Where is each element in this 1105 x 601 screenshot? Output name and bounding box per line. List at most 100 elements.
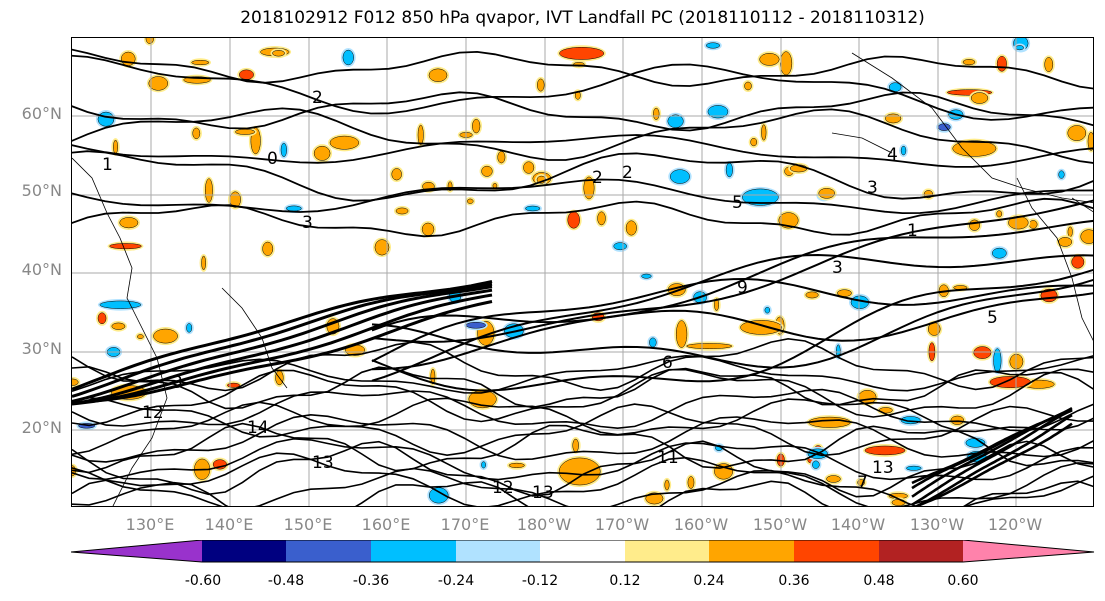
qvapor-blob — [667, 114, 684, 128]
qvapor-blob — [191, 60, 210, 66]
ivt-contour — [72, 368, 1093, 427]
qvapor-blob — [706, 42, 720, 49]
qvapor-blob — [466, 198, 474, 204]
coastline — [72, 157, 168, 506]
lon-label-160e: 160°E — [361, 515, 411, 534]
qvapor-blob — [1087, 132, 1093, 151]
qvapor-blob — [1067, 125, 1087, 141]
qvapor-blob — [465, 321, 486, 329]
colorbar-tick-label: -0.12 — [521, 573, 559, 589]
qvapor-blob — [137, 334, 144, 339]
ivt-contour — [914, 413, 1073, 506]
qvapor-blob — [645, 492, 664, 505]
qvapor-blob — [428, 487, 449, 504]
lon-label-140e: 140°E — [204, 515, 254, 534]
qvapor-blob — [417, 124, 424, 146]
lat-label-40n: 40°N — [21, 260, 62, 279]
qvapor-blob — [778, 212, 799, 229]
qvapor-blob — [119, 217, 139, 229]
qvapor-blob — [97, 312, 107, 325]
qvapor-blob — [744, 81, 752, 91]
contour-label: 12 — [492, 478, 514, 498]
qvapor-blob — [153, 328, 178, 344]
colorbar-swatch — [202, 540, 286, 562]
contour-label: 3 — [867, 178, 878, 198]
qvapor-blob — [613, 242, 627, 251]
qvapor-blob — [740, 320, 783, 335]
contour-label: 2 — [592, 168, 603, 188]
colorbar-tick-label: -0.36 — [352, 573, 390, 589]
qvapor-blob — [818, 188, 835, 199]
qvapor-blob — [97, 111, 115, 127]
qvapor-blob — [812, 460, 820, 469]
contour-label: 5 — [987, 308, 998, 328]
qvapor-blob — [885, 113, 902, 124]
lon-label-150e: 150°E — [283, 515, 333, 534]
contour-label: 4 — [887, 145, 898, 165]
contour-label: 3 — [302, 213, 313, 233]
contour-label: 6 — [662, 353, 673, 373]
qvapor-blob — [1067, 226, 1073, 238]
contour-label: 13 — [532, 483, 554, 503]
qvapor-blob — [558, 457, 601, 486]
contour-label: 14 — [247, 418, 269, 438]
map-title: 2018102912 F012 850 hPa qvapor, IVT Land… — [240, 8, 925, 28]
qvapor-blob — [572, 438, 579, 453]
ivt-contour — [72, 150, 1093, 202]
ivt-contour — [72, 54, 1093, 121]
ivt-contour — [72, 422, 1093, 474]
colorbar-outline — [71, 540, 1095, 563]
coastline-layer — [72, 52, 1093, 506]
qvapor-blob — [891, 499, 906, 506]
qvapor-blob — [625, 220, 637, 236]
qvapor-blob — [428, 68, 448, 82]
qvapor-blob — [992, 247, 1007, 259]
lon-label-150w: 150°W — [752, 515, 808, 534]
contour-label: 7 — [857, 473, 868, 493]
qvapor-blob — [714, 298, 719, 311]
qvapor-blob — [148, 76, 168, 91]
qvapor-blob — [780, 51, 793, 76]
qvapor-blob — [472, 118, 481, 134]
qvapor-blob — [970, 92, 989, 104]
ivt-contour — [72, 197, 1093, 238]
lon-label-130w: 130°W — [909, 515, 965, 534]
qvapor-blob — [725, 162, 733, 178]
ivt-contour — [371, 253, 1093, 382]
ivt-contour — [371, 292, 1093, 342]
colorbar-tick-label: 0.36 — [778, 573, 810, 589]
qvapor-blob — [996, 210, 1003, 218]
ivt-contour — [72, 440, 1093, 498]
colorbar-swatch — [286, 540, 371, 562]
qvapor-blob — [653, 107, 660, 120]
qvapor-blob — [280, 142, 287, 157]
qvapor-blob — [430, 368, 436, 385]
qvapor-blob — [395, 207, 409, 215]
colorbar-swatch — [540, 540, 625, 562]
lat-label-50n: 50°N — [21, 181, 62, 200]
qvapor-blob — [111, 322, 126, 330]
contour-label: 13 — [312, 453, 334, 473]
contour-label: 0 — [267, 149, 278, 169]
ivt-contour-layer — [72, 48, 1093, 506]
qvapor-blob — [537, 78, 545, 92]
qvapor-blob — [508, 462, 525, 468]
qvapor-blob — [227, 382, 240, 388]
contour-label: 9 — [737, 278, 748, 298]
colorbar-tick-label: -0.60 — [184, 573, 222, 589]
ivt-contour — [72, 413, 1093, 463]
colorbar-swatch — [709, 540, 794, 562]
contour-label: 12 — [142, 403, 164, 423]
qvapor-blob — [186, 323, 193, 333]
ivt-contour — [72, 354, 1093, 394]
qvapor-blob — [285, 205, 302, 212]
ivt-contour — [72, 280, 493, 391]
colorbar-tick-label: -0.48 — [267, 573, 305, 589]
ivt-contour — [371, 199, 1093, 343]
map-panel: 2 1 0 2 2 3 5 4 3 3 5 1 3 12 14 13 12 13 11 13 7 6 9 — [71, 37, 1094, 507]
lon-label-120w: 120°W — [987, 515, 1043, 534]
qvapor-blob — [1080, 229, 1093, 244]
qvapor-blob — [1044, 57, 1054, 73]
qvapor-blob — [750, 137, 758, 147]
